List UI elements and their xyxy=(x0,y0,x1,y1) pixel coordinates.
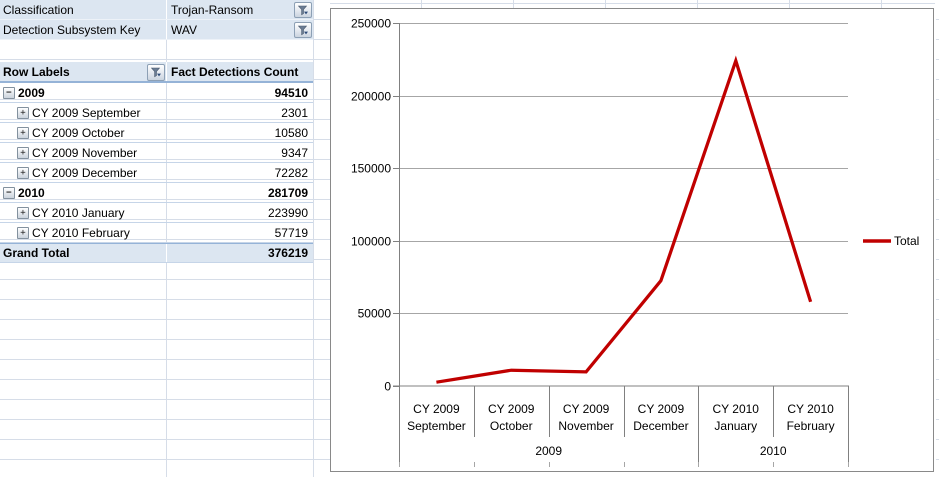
pivot-chart-canvas: 0 50000 100000 150000 200000 250000 CY 2009 Sep… xyxy=(351,17,919,467)
y-tick-label: 200000 xyxy=(351,90,391,104)
row-label: CY 2009 November xyxy=(32,145,138,160)
category-label-top: CY 2009 xyxy=(413,402,460,416)
row-value[interactable]: 10580 xyxy=(274,125,308,140)
category-label-top: CY 2010 xyxy=(787,402,834,416)
pivot-row: + CY 2009 September 2301 xyxy=(0,103,313,123)
pivot-row: − 2009 94510 xyxy=(0,83,313,103)
group-label: 2009 xyxy=(535,444,562,458)
category-label-bottom: January xyxy=(714,419,757,433)
filter-button[interactable] xyxy=(294,22,312,38)
y-tick-label: 100000 xyxy=(351,235,391,249)
grand-total-label[interactable]: Grand Total xyxy=(0,244,167,262)
y-tick-label: 0 xyxy=(384,380,391,394)
row-label: CY 2009 December xyxy=(32,165,138,180)
axes xyxy=(393,23,849,467)
row-value[interactable]: 94510 xyxy=(274,85,308,100)
pivot-row: + CY 2010 January 223990 xyxy=(0,203,313,223)
category-label-bottom: February xyxy=(787,419,835,433)
filter-field-label[interactable]: Detection Subsystem Key xyxy=(0,20,167,39)
y-tick-label: 150000 xyxy=(351,162,391,176)
report-filter-row: Classification Trojan-Ransom xyxy=(0,0,313,20)
category-label-top: CY 2010 xyxy=(713,402,760,416)
filter-value[interactable]: Trojan-Ransom xyxy=(171,2,254,17)
sheet-column-gridline xyxy=(313,0,314,477)
row-label: CY 2009 October xyxy=(32,125,125,140)
expand-toggle-icon[interactable]: + xyxy=(17,226,29,239)
pivot-row: + CY 2009 November 9347 xyxy=(0,143,313,163)
row-value[interactable]: 2301 xyxy=(281,105,308,120)
filter-value[interactable]: WAV xyxy=(171,22,197,37)
row-value[interactable]: 57719 xyxy=(274,225,308,240)
category-label-top: CY 2009 xyxy=(563,402,610,416)
category-label-bottom: November xyxy=(558,419,613,433)
legend-label: Total xyxy=(894,234,919,248)
row-label: 2010 xyxy=(18,185,45,200)
expand-toggle-icon[interactable]: + xyxy=(17,166,29,179)
group-label: 2010 xyxy=(760,444,787,458)
row-value[interactable]: 281709 xyxy=(267,185,308,200)
values-header[interactable]: Fact Detections Count xyxy=(171,64,299,79)
y-tick-label: 50000 xyxy=(358,307,392,321)
row-value[interactable]: 72282 xyxy=(274,165,308,180)
filter-field-label[interactable]: Classification xyxy=(0,0,167,19)
category-label-bottom: December xyxy=(633,419,688,433)
legend[interactable]: Total xyxy=(863,234,919,248)
axis-labels: 0 50000 100000 150000 200000 250000 CY 2009 Sep… xyxy=(351,17,835,459)
row-labels-filter-button[interactable] xyxy=(147,64,165,81)
collapse-toggle-icon[interactable]: − xyxy=(3,186,15,199)
row-value[interactable]: 9347 xyxy=(281,145,308,160)
row-label: CY 2009 September xyxy=(32,105,141,120)
expand-toggle-icon[interactable]: + xyxy=(17,206,29,219)
sheet-gridlines-right xyxy=(936,0,939,477)
gridlines xyxy=(399,23,848,314)
series-line-total[interactable] xyxy=(436,55,813,384)
pivot-row: + CY 2010 February 57719 xyxy=(0,223,313,243)
collapse-toggle-icon[interactable]: − xyxy=(3,86,15,99)
expand-toggle-icon[interactable]: + xyxy=(17,126,29,139)
row-value[interactable]: 223990 xyxy=(267,205,308,220)
category-label-top: CY 2009 xyxy=(638,402,685,416)
category-label-bottom: September xyxy=(407,419,466,433)
row-label: CY 2010 January xyxy=(32,205,125,220)
pivot-chart[interactable]: 0 50000 100000 150000 200000 250000 CY 2009 Sep… xyxy=(330,8,934,472)
sheet-gridlines-top xyxy=(330,0,935,8)
funnel-icon xyxy=(297,25,308,35)
funnel-icon xyxy=(150,67,161,78)
y-tick-label: 250000 xyxy=(351,17,391,31)
row-label: CY 2010 February xyxy=(32,225,130,240)
grand-total-row: Grand Total 376219 xyxy=(0,243,313,263)
grand-total-value[interactable]: 376219 xyxy=(267,246,308,260)
row-labels-header[interactable]: Row Labels xyxy=(0,62,167,81)
pivot-row: + CY 2009 December 72282 xyxy=(0,163,313,183)
filter-button[interactable] xyxy=(294,2,312,18)
row-label: 2009 xyxy=(18,85,45,100)
funnel-icon xyxy=(297,5,308,15)
expand-toggle-icon[interactable]: + xyxy=(17,106,29,119)
expand-toggle-icon[interactable]: + xyxy=(17,146,29,159)
category-label-top: CY 2009 xyxy=(488,402,535,416)
category-label-bottom: October xyxy=(490,419,533,433)
pivot-row: − 2010 281709 xyxy=(0,183,313,203)
report-filter-row: Detection Subsystem Key WAV xyxy=(0,20,313,40)
pivot-row: + CY 2009 October 10580 xyxy=(0,123,313,143)
